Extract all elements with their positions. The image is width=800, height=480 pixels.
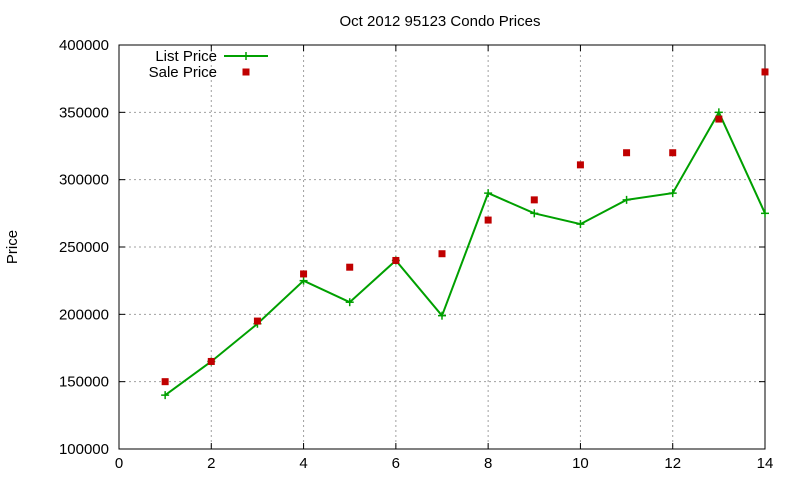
series-1 [161,108,769,400]
x-tick-label: 0 [115,455,123,472]
data-series [161,68,769,400]
y-tick-label: 150000 [59,374,109,391]
data-point [346,263,354,271]
y-tick-label: 100000 [59,441,109,458]
data-point [345,298,354,307]
data-point [669,149,677,157]
data-point [761,68,769,76]
legend-item: Sale Price [149,64,250,81]
series-2 [161,68,769,386]
legend-label: List Price [155,48,217,65]
chart-title: Oct 2012 95123 Condo Prices [340,13,541,30]
data-point [438,250,446,258]
data-point [530,209,539,218]
data-point [761,209,769,218]
y-tick-label: 350000 [59,104,109,121]
data-point [253,317,261,325]
x-tick-label: 8 [484,455,492,472]
legend-item: List Price [155,48,268,65]
data-point [484,189,493,198]
data-point [207,357,215,365]
series-line [164,110,766,396]
y-tick-label: 200000 [59,306,109,323]
x-tick-label: 14 [757,455,774,472]
data-point [576,220,585,229]
data-point [530,196,538,204]
data-point [299,276,308,285]
data-point [438,311,446,320]
x-tick-label: 10 [572,455,589,472]
data-point [161,378,169,386]
data-point [622,195,631,204]
legend-marker [242,52,250,60]
data-point [300,270,308,278]
legend-marker [242,68,250,76]
data-point [484,216,492,224]
data-point [715,115,723,123]
x-tick-label: 6 [392,455,400,472]
legend-label: Sale Price [149,64,217,81]
x-tick-label: 2 [207,455,215,472]
data-point [668,189,677,198]
x-tick-label: 12 [664,455,681,472]
grid-lines [119,45,765,449]
data-point [576,161,584,169]
data-point [623,149,631,157]
y-tick-label: 300000 [59,172,109,189]
y-tick-label: 250000 [59,239,109,256]
y-tick-label: 400000 [59,37,109,54]
y-axis-label: Price [4,230,21,264]
data-point [714,108,723,117]
data-point [392,256,400,264]
axes: 0 2 4 6 8 10 12 14 100000 150000 200000 250000 30000… [59,37,773,472]
x-tick-label: 4 [299,455,307,472]
data-point [161,391,170,400]
